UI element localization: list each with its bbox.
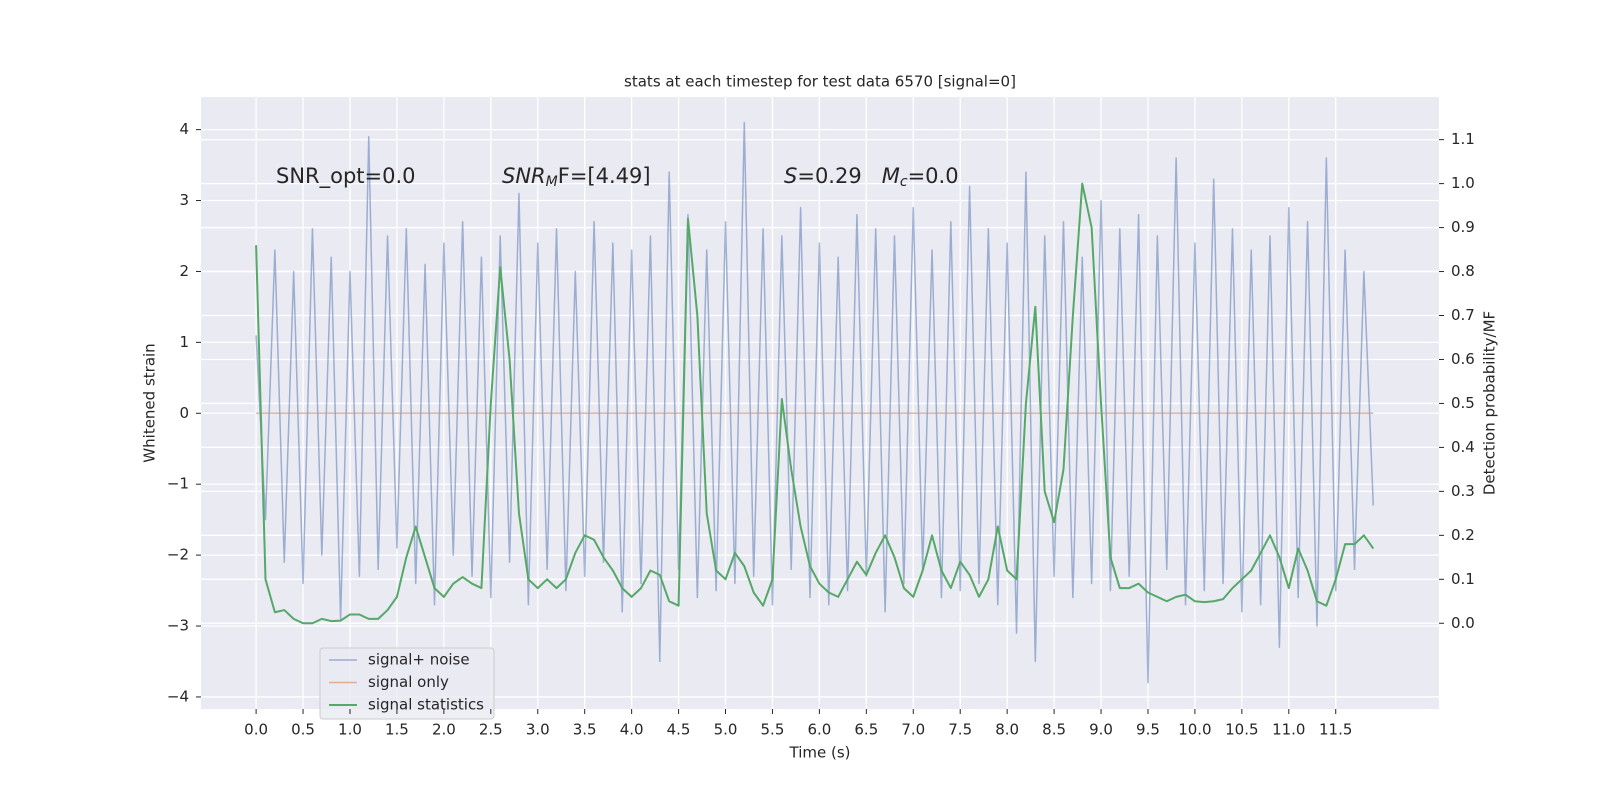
y2-tick-label: 0.1 [1451,570,1475,588]
x-tick-label: 9.0 [1089,721,1113,739]
x-tick-label: 11.5 [1319,721,1352,739]
x-tick-label: 8.0 [995,721,1019,739]
x-tick-label: 2.5 [479,721,503,739]
x-tick-label: 8.5 [1042,721,1066,739]
y-axis-label: Whitened strain [141,343,159,462]
y-tick-label: −1 [167,475,189,493]
x-tick-label: 5.5 [761,721,785,739]
annotation-text: S [784,164,797,188]
x-tick-label: 9.5 [1136,721,1160,739]
y-tick-label: 3 [179,191,189,209]
y2-tick-label: 1.0 [1451,174,1475,192]
annotation: SNR_opt=0.0 [276,164,416,189]
annotation: SNRMF=[4.49] [502,164,651,190]
y2-tick-label: 0.6 [1451,350,1475,368]
annotation-text: =0.0 [908,164,959,188]
legend-label: signal statistics [368,696,484,714]
x-tick-label: 1.5 [385,721,409,739]
y-tick-label: 4 [179,120,189,138]
y2-tick-label: 0.5 [1451,394,1475,412]
x-tick-label: 0.5 [291,721,315,739]
y2-tick-label: 0.7 [1451,306,1475,324]
x-axis-label: Time (s) [789,744,851,762]
annotation-text: =0.29 [797,164,881,188]
annotation: S=0.29 Mc=0.0 [784,164,959,190]
y2-tick-label: 0.3 [1451,482,1475,500]
x-tick-label: 6.0 [807,721,831,739]
legend-box [319,647,495,720]
y-tick-label: 2 [179,262,189,280]
x-tick-label: 11.0 [1272,721,1305,739]
y2-tick-label: 0.0 [1451,614,1475,632]
x-tick-label: 1.0 [338,721,362,739]
grid [201,97,1439,709]
y2-axis-label: Detection probability/MF [1481,311,1499,495]
y2-tick-label: 0.9 [1451,218,1475,236]
series-line [255,182,1375,625]
annotation-text: SNR_opt=0.0 [276,164,416,189]
x-tick-label: 2.0 [432,721,456,739]
legend-label: signal+ noise [368,651,470,669]
x-tick-label: 4.5 [667,721,691,739]
marks [255,121,1375,684]
x-tick-label: 4.0 [620,721,644,739]
x-tick-label: 3.0 [526,721,550,739]
x-tick-label: 10.5 [1225,721,1258,739]
legend-label: signal only [368,673,449,691]
annotation-subscript: M [546,174,558,190]
x-tick-label: 7.5 [948,721,972,739]
y-tick-label: −2 [167,546,189,564]
y2-tick-label: 1.1 [1451,130,1475,148]
y-tick-label: 0 [179,404,189,422]
annotation-text: F=[4.49] [558,164,651,188]
y2-tick-label: 0.2 [1451,526,1475,544]
x-tick-label: 0.0 [244,721,268,739]
series-line [255,121,1375,684]
x-tick-label: 3.5 [573,721,597,739]
x-tick-label: 5.0 [714,721,738,739]
y-tick-label: −4 [167,687,189,705]
x-tick-label: 6.5 [854,721,878,739]
x-tick-label: 7.0 [901,721,925,739]
annotation-subscript: c [900,174,908,190]
y-tick-label: −3 [167,617,189,635]
annotation-text: SNR [502,164,546,188]
y-tick-label: 1 [179,333,189,351]
y2-tick-label: 0.4 [1451,438,1475,456]
annotation-text: M [882,164,900,188]
y2-tick-label: 0.8 [1451,262,1475,280]
legend: signal+ noise signal only signal statistic… [319,647,495,720]
x-tick-label: 10.0 [1178,721,1211,739]
chart-title: stats at each timestep for test data 657… [624,73,1016,91]
